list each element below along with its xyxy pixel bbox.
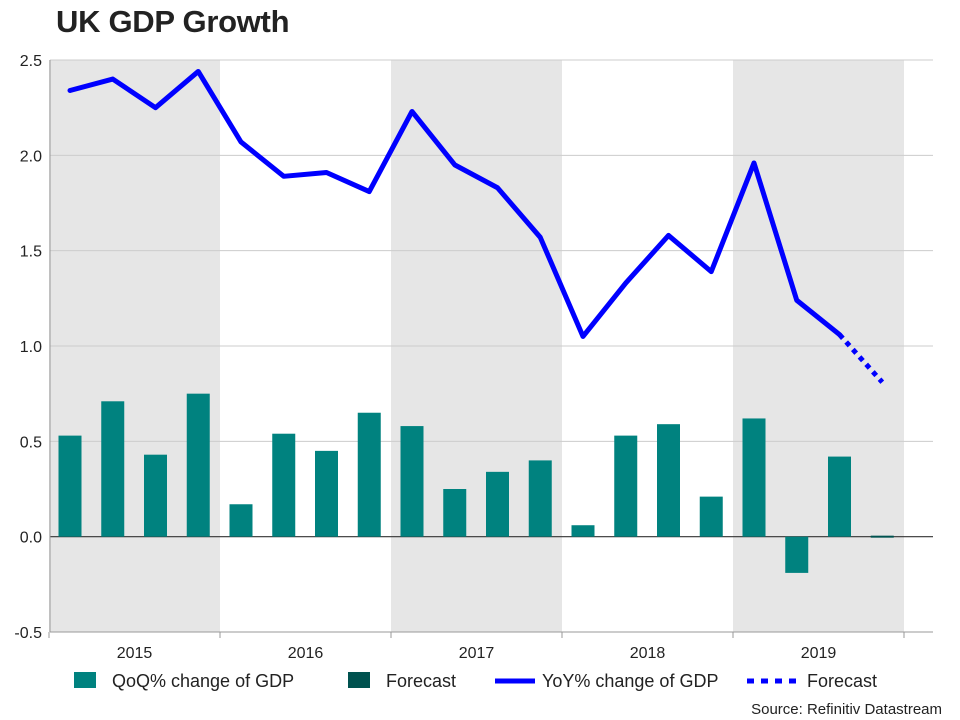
qoq-bar bbox=[486, 471, 509, 537]
legend-label: Forecast bbox=[807, 671, 877, 691]
forecast-dotted-line bbox=[837, 332, 885, 384]
qoq-bar bbox=[742, 418, 766, 537]
qoq-bar bbox=[614, 435, 638, 537]
x-tick-label: 2018 bbox=[630, 645, 666, 662]
qoq-bar bbox=[272, 433, 296, 537]
legend-swatch bbox=[74, 672, 96, 688]
qoq-bar bbox=[144, 454, 167, 537]
qoq-bar bbox=[315, 450, 338, 537]
qoq-bars bbox=[58, 393, 894, 573]
x-tick-label: 2016 bbox=[288, 645, 324, 662]
legend-label: QoQ% change of GDP bbox=[112, 671, 294, 691]
y-tick-label: 2.0 bbox=[20, 148, 42, 165]
x-tick-label: 2015 bbox=[117, 645, 153, 662]
qoq-bar bbox=[699, 496, 723, 537]
legend: QoQ% change of GDP Forecast YoY% change of… bbox=[74, 671, 877, 691]
legend-label: Forecast bbox=[386, 671, 456, 691]
chart-title: UK GDP Growth bbox=[56, 4, 290, 39]
y-tick-label: 0.5 bbox=[20, 434, 42, 451]
qoq-bar bbox=[785, 536, 809, 573]
yoy-line bbox=[67, 68, 842, 339]
legend-swatch bbox=[348, 672, 370, 688]
qoq-bar bbox=[357, 412, 381, 537]
y-tick-label: 1.0 bbox=[20, 339, 42, 356]
qoq-bar bbox=[571, 525, 595, 537]
qoq-bar bbox=[828, 456, 851, 537]
qoq-bar bbox=[58, 435, 82, 537]
qoq-bar bbox=[186, 393, 210, 537]
legend-label: YoY% change of GDP bbox=[542, 671, 718, 691]
y-tick-label: 0.0 bbox=[20, 530, 42, 547]
x-tick-label: 2019 bbox=[801, 645, 837, 662]
x-tick-label: 2017 bbox=[459, 645, 495, 662]
qoq-bar bbox=[229, 504, 253, 537]
qoq-bar bbox=[528, 460, 552, 537]
source-note: Source: Refinitiv Datastream bbox=[751, 701, 942, 718]
qoq-bar bbox=[443, 489, 467, 537]
qoq-bar bbox=[400, 426, 424, 537]
forecast-bar bbox=[870, 535, 894, 538]
qoq-bar bbox=[101, 401, 125, 537]
yoy-lines bbox=[67, 68, 885, 384]
y-tick-label: 1.5 bbox=[20, 244, 42, 261]
x-tick-labels: 2015 2016 2017 2018 2019 bbox=[48, 632, 905, 662]
qoq-bar bbox=[657, 424, 680, 537]
y-tick-labels: 2.5 2.0 1.5 1.0 0.5 0.0 -0.5 bbox=[14, 53, 42, 642]
y-tick-label: 2.5 bbox=[20, 53, 42, 70]
y-tick-label: -0.5 bbox=[14, 625, 42, 642]
